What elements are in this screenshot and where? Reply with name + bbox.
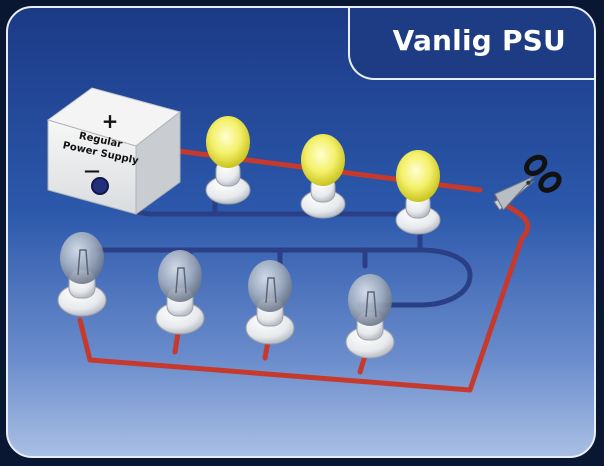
psu-minus-sign: — — [84, 161, 100, 180]
unlit-bulb-icon — [348, 274, 392, 326]
psu-plus-sign: + — [102, 109, 119, 133]
lit-bulb-1 — [205, 116, 251, 205]
terminal-minus — [91, 177, 109, 195]
unlit-bulb-3 — [245, 260, 295, 345]
lit-bulb-icon — [396, 150, 440, 202]
lit-bulb-2 — [300, 134, 346, 219]
unlit-bulb-icon — [158, 250, 202, 302]
page-title: Vanlig PSU — [392, 24, 566, 57]
unlit-bulb-2 — [155, 250, 205, 335]
unlit-bulb-1 — [57, 232, 107, 317]
lit-bulb-icon — [301, 134, 345, 186]
scissors-icon — [493, 154, 562, 211]
unlit-bulb-icon — [248, 260, 292, 312]
title-tab: Vanlig PSU — [348, 8, 594, 80]
lit-bulb-3 — [395, 150, 441, 235]
unlit-bulb-4 — [345, 274, 395, 359]
power-supply-box — [46, 87, 182, 215]
unlit-bulb-icon — [60, 232, 104, 284]
diagram-panel: Vanlig PSU — [6, 6, 596, 458]
lit-bulb-icon — [206, 116, 250, 168]
